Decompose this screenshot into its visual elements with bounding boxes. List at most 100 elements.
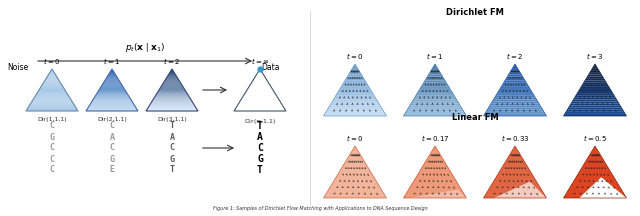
Polygon shape [499, 89, 531, 91]
Polygon shape [97, 93, 127, 94]
Polygon shape [27, 109, 77, 110]
Polygon shape [148, 106, 195, 107]
Polygon shape [333, 97, 376, 99]
Polygon shape [110, 71, 114, 72]
Polygon shape [101, 86, 123, 87]
Polygon shape [150, 103, 193, 104]
Polygon shape [159, 88, 184, 89]
Polygon shape [89, 105, 135, 106]
Polygon shape [236, 108, 285, 109]
Text: Dir(1,1,1): Dir(1,1,1) [37, 117, 67, 122]
Polygon shape [337, 91, 372, 93]
Text: C: C [49, 143, 54, 152]
Polygon shape [340, 87, 370, 89]
Polygon shape [420, 87, 450, 89]
Polygon shape [99, 90, 125, 91]
Text: Figure 1: Samples of Dirichlet Flow Matching with Applications to DNA Sequence D: Figure 1: Samples of Dirichlet Flow Matc… [212, 206, 428, 211]
Polygon shape [505, 79, 525, 81]
Polygon shape [250, 85, 270, 86]
Polygon shape [348, 74, 362, 76]
Polygon shape [248, 88, 273, 89]
Polygon shape [411, 102, 459, 103]
Polygon shape [237, 105, 283, 106]
Polygon shape [572, 99, 618, 102]
Polygon shape [568, 106, 621, 108]
Polygon shape [412, 99, 458, 102]
Polygon shape [157, 92, 187, 93]
Polygon shape [404, 112, 465, 114]
Polygon shape [354, 64, 356, 66]
Polygon shape [259, 70, 261, 71]
Text: $t=0.5$: $t=0.5$ [583, 133, 607, 143]
Polygon shape [171, 70, 173, 71]
Polygon shape [239, 103, 282, 104]
Polygon shape [152, 99, 191, 100]
Text: $t=0.33$: $t=0.33$ [501, 133, 529, 143]
Polygon shape [111, 70, 113, 71]
Polygon shape [32, 100, 72, 102]
Polygon shape [588, 74, 603, 76]
Polygon shape [487, 108, 543, 110]
Text: $t=1$: $t=1$ [104, 56, 120, 66]
Polygon shape [100, 87, 124, 88]
Polygon shape [111, 69, 113, 70]
Polygon shape [504, 81, 526, 83]
Polygon shape [36, 93, 68, 94]
Polygon shape [102, 84, 122, 85]
Polygon shape [484, 112, 545, 114]
Polygon shape [490, 103, 540, 106]
Polygon shape [160, 87, 184, 88]
Polygon shape [488, 106, 541, 108]
Polygon shape [49, 73, 55, 74]
Polygon shape [164, 82, 180, 83]
Polygon shape [168, 74, 176, 75]
Polygon shape [146, 110, 198, 111]
Polygon shape [147, 108, 196, 109]
Text: $t=3$: $t=3$ [586, 51, 604, 61]
Polygon shape [421, 85, 449, 87]
Polygon shape [346, 76, 364, 79]
Polygon shape [324, 112, 385, 114]
Polygon shape [585, 79, 605, 81]
Polygon shape [566, 110, 624, 112]
Polygon shape [250, 84, 269, 85]
Text: G: G [170, 154, 175, 164]
Text: C: C [257, 143, 263, 153]
Polygon shape [434, 64, 436, 66]
Polygon shape [35, 95, 69, 96]
Polygon shape [39, 89, 65, 90]
Polygon shape [97, 92, 127, 93]
Polygon shape [425, 79, 445, 81]
Polygon shape [45, 79, 59, 81]
Polygon shape [413, 97, 456, 99]
Polygon shape [164, 81, 180, 82]
Polygon shape [95, 95, 129, 96]
Polygon shape [408, 106, 461, 108]
Polygon shape [506, 76, 524, 79]
Polygon shape [98, 91, 126, 92]
Polygon shape [41, 86, 63, 87]
Polygon shape [31, 103, 74, 104]
Polygon shape [93, 98, 131, 99]
Polygon shape [258, 71, 262, 72]
Polygon shape [87, 108, 137, 109]
Text: C: C [49, 154, 54, 164]
Polygon shape [26, 110, 78, 111]
Polygon shape [149, 105, 195, 106]
Polygon shape [495, 95, 535, 97]
Polygon shape [349, 72, 362, 74]
Polygon shape [42, 85, 63, 86]
Polygon shape [417, 91, 452, 93]
Polygon shape [33, 98, 71, 99]
Polygon shape [249, 86, 271, 87]
Polygon shape [483, 114, 547, 116]
Polygon shape [246, 91, 275, 92]
Polygon shape [416, 93, 454, 95]
Text: T: T [170, 165, 175, 175]
Text: Dir($\infty$,1,1): Dir($\infty$,1,1) [244, 117, 276, 126]
Polygon shape [29, 106, 76, 107]
Polygon shape [37, 92, 67, 93]
Polygon shape [155, 95, 189, 96]
Polygon shape [104, 82, 120, 83]
Polygon shape [589, 72, 602, 74]
